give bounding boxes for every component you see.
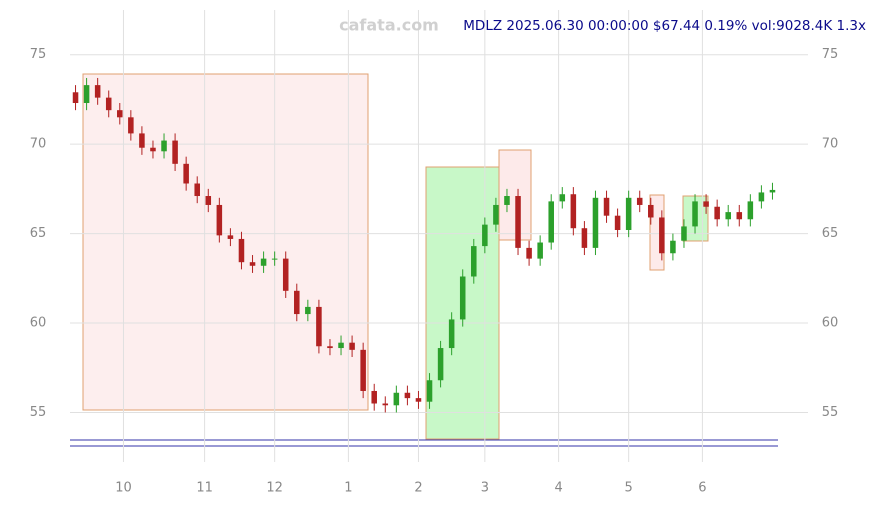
candle-body [282,258,289,291]
y-tick-label: 55 [30,405,47,420]
candle-body [327,346,333,349]
candle-body [570,194,577,229]
candle-body [614,215,621,230]
y-tick-label-right: 70 [822,137,839,152]
candle-body [128,117,134,134]
candle-body [537,242,543,259]
x-tick-label: 5 [625,481,633,496]
candle-body [426,380,433,402]
candle-body [592,197,599,248]
candle-body [349,342,355,350]
candle-body [227,235,234,239]
candle-body [371,390,377,404]
candle-body [725,212,731,220]
x-tick-label: 3 [481,481,489,496]
candle-body [338,342,344,349]
candle-body [415,398,422,402]
zone-box [82,73,369,411]
candle-body [94,85,101,98]
candle-body [172,140,178,164]
x-tick-label: 10 [115,481,132,496]
candle-body [659,217,665,254]
y-tick-label-right: 75 [822,47,839,62]
candle-body [692,201,698,227]
candle-body [670,240,676,254]
candle-body [139,133,145,148]
candle-body [238,238,245,263]
candle-body [515,196,521,248]
candle-body [714,206,720,220]
candle-body [216,204,223,236]
candle-body [581,228,588,248]
y-tick-label-right: 55 [822,405,839,420]
candle-body [482,224,488,247]
candles [72,77,776,413]
y-tick-label-right: 60 [822,316,839,331]
candle-body [493,204,499,225]
candle-body [271,258,278,260]
candle-body [603,197,610,216]
candle-body [681,226,687,241]
candle-body [404,392,411,399]
x-tick-label: 2 [414,481,422,496]
y-tick-label-right: 65 [822,226,839,241]
zone-box [498,149,532,241]
candle-body [448,319,455,349]
candle-body [437,348,444,381]
candle-body [758,192,765,202]
candle-body [559,194,566,202]
watermark: cafata.com [339,16,439,35]
candle-body [648,204,654,218]
candle-body [105,97,112,111]
candle-body [471,246,477,277]
x-tick-label: 6 [698,481,706,496]
y-tick-label: 75 [30,47,47,62]
candle-body [459,276,466,320]
y-tick-label: 70 [30,137,47,152]
chart-title: MDLZ 2025.06.30 00:00:00 $67.44 0.19% vo… [463,18,866,34]
candle-body [769,189,776,193]
candle-body [305,306,311,315]
candle-body [117,110,123,118]
candle-body [526,247,532,259]
candle-body [636,197,643,205]
y-tick-label: 60 [30,316,47,331]
candle-body [548,201,554,243]
x-tick-label: 1 [344,481,352,496]
candle-body [150,147,156,152]
x-tick-label: 12 [266,481,283,496]
candle-body [382,403,389,406]
candle-body [72,92,79,104]
candle-body [194,183,200,197]
candle-body [294,290,300,315]
candle-body [316,306,322,347]
candle-body [161,140,167,152]
candle-body [703,201,709,207]
candle-body [83,85,90,104]
candle-body [360,349,366,391]
candle-body [625,197,632,230]
candle-body [504,196,510,205]
y-tick-label: 65 [30,226,47,241]
candle-body [747,201,754,220]
candle-body [736,212,743,220]
candle-body [183,163,189,184]
x-tick-label: 4 [554,481,562,496]
candle-body [393,392,400,406]
x-tick-label: 11 [196,481,213,496]
candle-body [205,196,212,205]
candle-body [260,258,267,266]
candle-body [249,262,256,266]
